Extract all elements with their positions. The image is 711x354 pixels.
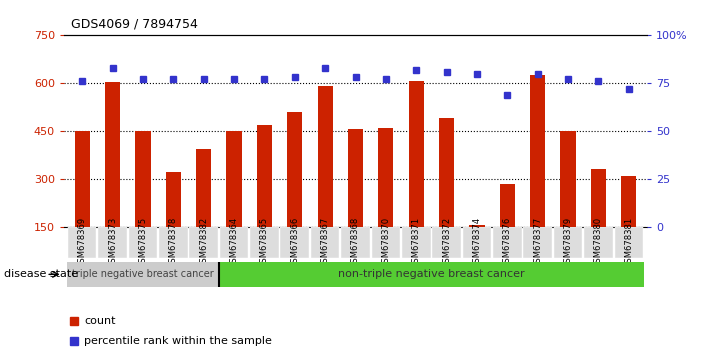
Bar bbox=[135, 131, 151, 274]
Text: GSM678364: GSM678364 bbox=[230, 217, 238, 268]
Bar bbox=[257, 125, 272, 274]
FancyBboxPatch shape bbox=[281, 227, 309, 258]
Text: triple negative breast cancer: triple negative breast cancer bbox=[72, 269, 214, 279]
Text: GSM678373: GSM678373 bbox=[108, 217, 117, 268]
Text: disease state: disease state bbox=[4, 269, 77, 279]
Bar bbox=[409, 81, 424, 274]
Text: GSM678374: GSM678374 bbox=[473, 217, 481, 268]
Text: count: count bbox=[85, 316, 116, 326]
Text: GSM678380: GSM678380 bbox=[594, 217, 603, 268]
FancyBboxPatch shape bbox=[463, 227, 491, 258]
Text: GSM678382: GSM678382 bbox=[199, 217, 208, 268]
Text: GSM678370: GSM678370 bbox=[381, 217, 390, 268]
Bar bbox=[196, 149, 211, 274]
Bar bbox=[287, 112, 302, 274]
FancyBboxPatch shape bbox=[554, 227, 582, 258]
FancyBboxPatch shape bbox=[614, 227, 643, 258]
FancyBboxPatch shape bbox=[311, 227, 339, 258]
Text: GSM678375: GSM678375 bbox=[139, 217, 147, 268]
Bar bbox=[530, 75, 545, 274]
Bar bbox=[560, 131, 576, 274]
FancyBboxPatch shape bbox=[67, 262, 219, 287]
Text: non-triple negative breast cancer: non-triple negative breast cancer bbox=[338, 269, 525, 279]
Text: GSM678377: GSM678377 bbox=[533, 217, 542, 268]
FancyBboxPatch shape bbox=[523, 227, 552, 258]
Text: GSM678378: GSM678378 bbox=[169, 217, 178, 268]
FancyBboxPatch shape bbox=[372, 227, 400, 258]
FancyBboxPatch shape bbox=[341, 227, 370, 258]
Bar bbox=[469, 225, 485, 274]
Bar bbox=[591, 169, 606, 274]
FancyBboxPatch shape bbox=[220, 227, 248, 258]
Text: GSM678372: GSM678372 bbox=[442, 217, 451, 268]
Text: GSM678366: GSM678366 bbox=[290, 217, 299, 268]
Bar bbox=[378, 128, 393, 274]
FancyBboxPatch shape bbox=[402, 227, 430, 258]
Bar bbox=[166, 172, 181, 274]
Text: GDS4069 / 7894754: GDS4069 / 7894754 bbox=[71, 17, 198, 30]
FancyBboxPatch shape bbox=[159, 227, 188, 258]
Text: percentile rank within the sample: percentile rank within the sample bbox=[85, 336, 272, 346]
Text: GSM678376: GSM678376 bbox=[503, 217, 512, 268]
Bar bbox=[318, 86, 333, 274]
FancyBboxPatch shape bbox=[189, 227, 218, 258]
Bar bbox=[348, 130, 363, 274]
Bar bbox=[500, 183, 515, 274]
FancyBboxPatch shape bbox=[98, 227, 127, 258]
Text: GSM678381: GSM678381 bbox=[624, 217, 634, 268]
Text: GSM678368: GSM678368 bbox=[351, 217, 360, 268]
Bar bbox=[75, 131, 90, 274]
FancyBboxPatch shape bbox=[493, 227, 522, 258]
FancyBboxPatch shape bbox=[129, 227, 157, 258]
Text: GSM678365: GSM678365 bbox=[260, 217, 269, 268]
Bar bbox=[621, 176, 636, 274]
FancyBboxPatch shape bbox=[68, 227, 97, 258]
Bar bbox=[105, 82, 120, 274]
Text: GSM678379: GSM678379 bbox=[564, 217, 572, 268]
Bar bbox=[439, 118, 454, 274]
FancyBboxPatch shape bbox=[219, 262, 644, 287]
FancyBboxPatch shape bbox=[250, 227, 279, 258]
FancyBboxPatch shape bbox=[432, 227, 461, 258]
Text: GSM678369: GSM678369 bbox=[77, 217, 87, 268]
Bar bbox=[226, 131, 242, 274]
FancyBboxPatch shape bbox=[584, 227, 613, 258]
Text: GSM678371: GSM678371 bbox=[412, 217, 421, 268]
Text: GSM678367: GSM678367 bbox=[321, 217, 330, 268]
